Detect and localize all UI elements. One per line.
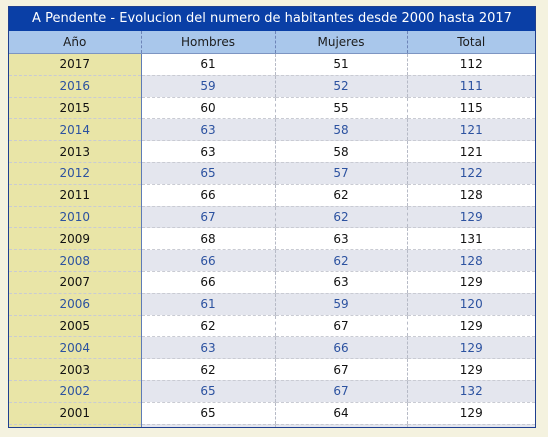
cell-women: 52 xyxy=(274,75,407,98)
cell-total: 121 xyxy=(406,140,535,163)
table-row: 20006963132 xyxy=(9,424,535,427)
cell-year: 2003 xyxy=(9,358,142,381)
cell-year: 2006 xyxy=(9,293,142,316)
cell-men: 66 xyxy=(140,249,275,272)
cell-total: 128 xyxy=(406,184,535,207)
cell-women: 55 xyxy=(274,97,407,120)
cell-year: 2013 xyxy=(9,140,142,163)
cell-year: 2015 xyxy=(9,97,142,120)
cell-year: 2010 xyxy=(9,206,142,229)
table-row: 2008 66 62 128 xyxy=(9,249,535,272)
cell-total: 128 xyxy=(406,249,535,272)
cell-women: 63 xyxy=(274,271,407,294)
cell-men: 65 xyxy=(140,402,275,425)
table-body: 2017 61 51 112 2016 59 52 111 2015 60 55 115 2014 63 5… xyxy=(9,53,535,427)
cell-year: 2009 xyxy=(9,227,142,251)
cell-total: 122 xyxy=(406,162,535,185)
population-table-panel: A Pendente - Evolucion del numero de hab… xyxy=(8,6,536,428)
table-title: A Pendente - Evolucion del numero de hab… xyxy=(9,7,535,31)
column-header-year: Año xyxy=(9,31,141,54)
cell-year: 2004 xyxy=(9,336,142,360)
table-row: 2015 60 55 115 xyxy=(9,97,535,120)
cell-men: 67 xyxy=(140,206,275,229)
cell-men: 68 xyxy=(140,227,275,251)
cell-year: 2012 xyxy=(9,162,142,185)
cell-total: 129 xyxy=(406,358,535,381)
table-row: 2011 66 62 128 xyxy=(9,184,535,207)
cell-men: 59 xyxy=(140,75,275,98)
table-header-row: Año Hombres Mujeres Total xyxy=(9,31,535,54)
cell-women: 62 xyxy=(274,249,407,272)
cell-total: 129 xyxy=(406,402,535,425)
table-row: 2007 66 63 129 xyxy=(9,271,535,294)
cell-total: 129 xyxy=(406,315,535,338)
cell-total: 129 xyxy=(406,336,535,360)
column-header-total: Total xyxy=(406,31,535,54)
cell-total: 129 xyxy=(406,271,535,294)
cell-total: 121 xyxy=(406,118,535,142)
cell-men: 66 xyxy=(140,271,275,294)
cell-total: 129 xyxy=(406,206,535,229)
cell-year: 2005 xyxy=(9,315,142,338)
table-row: 2002 65 67 132 xyxy=(9,380,535,403)
cell-total: 132 xyxy=(406,380,535,403)
table-row: 2006 61 59 120 xyxy=(9,293,535,316)
cell-men: 60 xyxy=(140,97,275,120)
cell-women: 62 xyxy=(274,184,407,207)
cell-women: 63 xyxy=(274,424,407,427)
table-row: 2016 59 52 111 xyxy=(9,75,535,98)
table-row: 2003 62 67 129 xyxy=(9,358,535,381)
cell-men: 62 xyxy=(140,358,275,381)
cell-women: 57 xyxy=(274,162,407,185)
cell-year: 2000 xyxy=(9,424,142,427)
table-row: 2010 67 62 129 xyxy=(9,206,535,229)
cell-men: 65 xyxy=(140,162,275,185)
cell-men: 62 xyxy=(140,315,275,338)
cell-men: 63 xyxy=(140,336,275,360)
cell-year: 2017 xyxy=(9,53,142,76)
cell-total: 112 xyxy=(406,53,535,76)
table-row: 2013 63 58 121 xyxy=(9,140,535,163)
cell-women: 51 xyxy=(274,53,407,76)
table-row: 2017 61 51 112 xyxy=(9,53,535,76)
cell-year: 2008 xyxy=(9,249,142,272)
cell-total: 132 xyxy=(406,424,535,427)
cell-total: 120 xyxy=(406,293,535,316)
cell-women: 62 xyxy=(274,206,407,229)
cell-men: 61 xyxy=(140,53,275,76)
cell-total: 111 xyxy=(406,75,535,98)
cell-women: 58 xyxy=(274,140,407,163)
cell-year: 2002 xyxy=(9,380,142,403)
cell-total: 131 xyxy=(406,227,535,251)
population-table: Año Hombres Mujeres Total 2017 61 51 112 201… xyxy=(9,31,535,427)
cell-women: 59 xyxy=(274,293,407,316)
table-row: 2009 68 63 131 xyxy=(9,227,535,251)
cell-men: 63 xyxy=(140,140,275,163)
cell-men: 69 xyxy=(140,424,275,427)
table-row: 2012 65 57 122 xyxy=(9,162,535,185)
table-row: 2001 65 64 129 xyxy=(9,402,535,425)
cell-women: 67 xyxy=(274,358,407,381)
cell-women: 67 xyxy=(274,315,407,338)
cell-men: 61 xyxy=(140,293,275,316)
column-header-men: Hombres xyxy=(140,31,275,54)
cell-year: 2011 xyxy=(9,184,142,207)
cell-total: 115 xyxy=(406,97,535,120)
cell-year: 2014 xyxy=(9,118,142,142)
cell-year: 2007 xyxy=(9,271,142,294)
table-row: 2014 63 58 121 xyxy=(9,118,535,142)
cell-women: 64 xyxy=(274,402,407,425)
cell-year: 2001 xyxy=(9,402,142,425)
cell-women: 58 xyxy=(274,118,407,142)
cell-women: 66 xyxy=(274,336,407,360)
cell-year: 2016 xyxy=(9,75,142,98)
cell-women: 67 xyxy=(274,380,407,403)
cell-men: 66 xyxy=(140,184,275,207)
table-row: 2005 62 67 129 xyxy=(9,315,535,338)
cell-women: 63 xyxy=(274,227,407,251)
cell-men: 65 xyxy=(140,380,275,403)
cell-men: 63 xyxy=(140,118,275,142)
column-header-women: Mujeres xyxy=(274,31,407,54)
table-row: 2004 63 66 129 xyxy=(9,336,535,360)
